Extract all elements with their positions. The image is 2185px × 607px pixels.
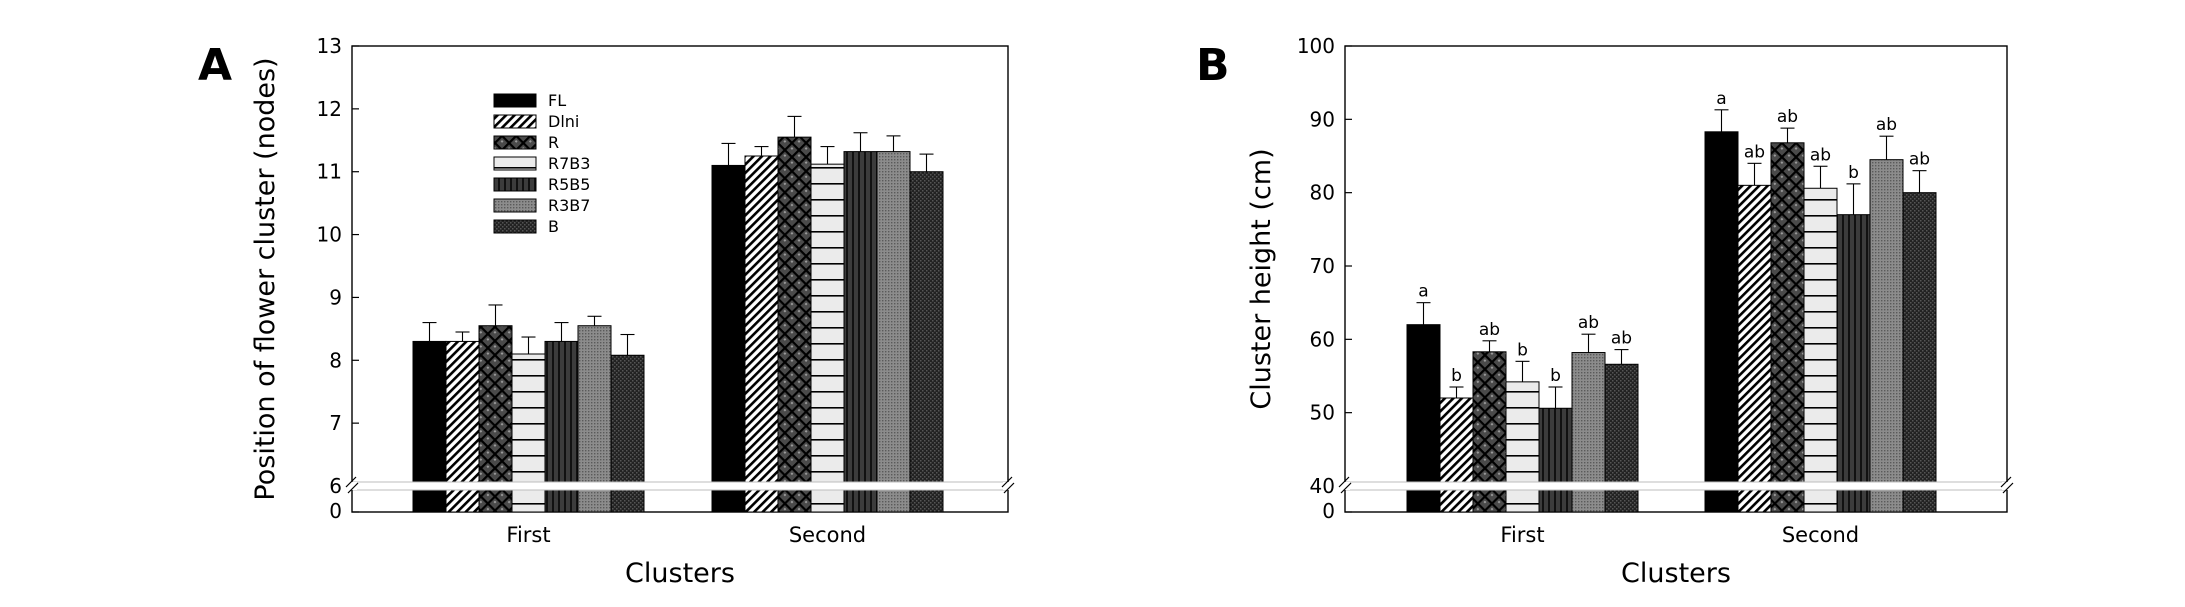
plot-frame xyxy=(1344,45,2008,513)
axis-break-mark xyxy=(1001,476,1013,488)
legend-label: Dlni xyxy=(548,112,579,131)
y-tick-label: 6 xyxy=(329,474,342,498)
axis-break-mark xyxy=(1003,482,1015,494)
significance-label: ab xyxy=(1744,142,1765,162)
significance-label: ab xyxy=(1876,115,1897,135)
legend-label: R3B7 xyxy=(548,196,590,215)
significance-label: b xyxy=(1451,366,1462,386)
y-tick-label: 40 xyxy=(1310,474,1335,498)
axis-break-mark xyxy=(1340,482,1352,494)
plot-frame xyxy=(351,45,1009,513)
legend-label: R7B3 xyxy=(548,154,590,173)
bar xyxy=(909,171,944,513)
bar xyxy=(1770,142,1805,513)
axis-break-mark xyxy=(2002,482,2014,494)
legend-swatch xyxy=(493,93,537,108)
y-tick-label: 11 xyxy=(317,160,342,184)
axis-break-mark xyxy=(345,476,357,488)
y-tick-label: 70 xyxy=(1310,254,1335,278)
legend-swatch xyxy=(493,177,537,192)
axis-break-band xyxy=(353,482,1007,490)
y-tick-label: 80 xyxy=(1310,181,1335,205)
panel-letter-b: B xyxy=(1196,40,1230,91)
bar xyxy=(1439,397,1474,513)
y-tick-label: 13 xyxy=(317,34,342,58)
x-category-label: First xyxy=(506,523,550,547)
y-tick-label: 100 xyxy=(1297,34,1335,58)
bar xyxy=(1505,381,1540,513)
significance-label: ab xyxy=(1611,329,1632,349)
axis-break-gap xyxy=(1340,482,1350,490)
bar xyxy=(577,325,612,513)
y-axis-title: Position of flower cluster (nodes) xyxy=(250,57,281,500)
legend-swatch xyxy=(493,219,537,234)
legend-label: FL xyxy=(548,91,566,110)
significance-label: ab xyxy=(1479,320,1500,340)
bar xyxy=(810,163,845,513)
x-category-label: First xyxy=(1500,523,1544,547)
legend-label: R xyxy=(548,133,559,152)
legend-label: R5B5 xyxy=(548,175,590,194)
bar xyxy=(744,155,779,513)
significance-label: ab xyxy=(1777,107,1798,127)
y-tick-label: 0 xyxy=(329,499,342,523)
x-axis-title: Clusters xyxy=(1621,558,1731,589)
bar xyxy=(1538,407,1573,513)
y-tick-label: 50 xyxy=(1310,401,1335,425)
bar xyxy=(777,136,812,513)
panel-b: 4050607080901000aababababbabbbababababFi… xyxy=(1246,34,2014,589)
x-axis-title: Clusters xyxy=(625,558,735,589)
panel-letter-a: A xyxy=(198,40,232,91)
legend-label: B xyxy=(548,217,559,236)
y-tick-label: 0 xyxy=(1322,499,1335,523)
y-tick-label: 12 xyxy=(317,97,342,121)
y-tick-label: 7 xyxy=(329,411,342,435)
significance-label: ab xyxy=(1810,145,1831,165)
significance-label: b xyxy=(1517,340,1528,360)
y-tick-label: 10 xyxy=(317,223,342,247)
axis-break-mark xyxy=(347,482,359,494)
bar xyxy=(1803,187,1838,513)
x-category-label: Second xyxy=(1782,523,1859,547)
y-tick-label: 90 xyxy=(1310,107,1335,131)
axis-break-gap xyxy=(347,482,357,490)
legend-swatch xyxy=(493,135,537,150)
panel-a: 6 7 8 9 10 11 12 13 0 First Second Clusters Position… xyxy=(250,34,1015,589)
bar xyxy=(1737,184,1772,513)
bar xyxy=(711,164,746,513)
axis-break-gap xyxy=(1003,482,1013,490)
bar xyxy=(1406,324,1441,513)
legend-swatch xyxy=(493,198,537,213)
y-tick-label: 8 xyxy=(329,348,342,372)
significance-label: b xyxy=(1848,163,1859,183)
significance-label: ab xyxy=(1578,313,1599,333)
bar xyxy=(843,151,878,513)
bar xyxy=(1869,159,1904,513)
y-axis-title: Cluster height (cm) xyxy=(1246,148,1277,409)
significance-label: a xyxy=(1418,282,1428,302)
x-category-label: Second xyxy=(789,523,866,547)
bar xyxy=(1836,214,1871,513)
bar xyxy=(1902,192,1937,513)
axis-break-gap xyxy=(2002,482,2012,490)
significance-label: b xyxy=(1550,366,1561,386)
legend-swatch xyxy=(493,156,537,171)
bar xyxy=(1704,131,1739,513)
significance-label: a xyxy=(1716,89,1726,109)
y-tick-label: 9 xyxy=(329,285,342,309)
y-tick-label: 60 xyxy=(1310,327,1335,351)
axis-break-band xyxy=(1346,482,2006,490)
axis-break-mark xyxy=(2000,476,2012,488)
legend-swatch xyxy=(493,114,537,129)
bar xyxy=(876,151,911,513)
significance-label: ab xyxy=(1909,150,1930,170)
axis-break-mark xyxy=(1338,476,1350,488)
